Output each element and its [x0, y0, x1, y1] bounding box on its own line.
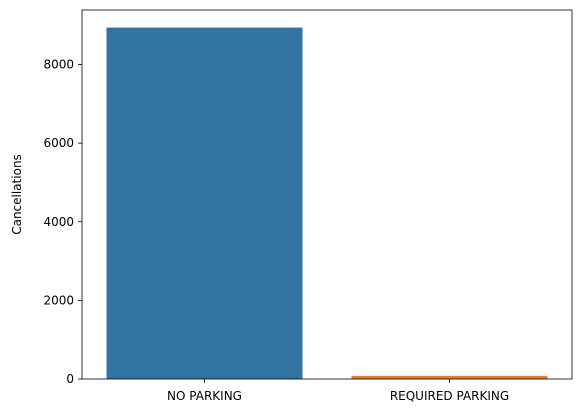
- plot-frame: [81, 9, 573, 380]
- bar-required-parking: [351, 375, 548, 379]
- x-tick-label: NO PARKING: [167, 389, 242, 403]
- y-tick-label: 6000: [43, 136, 74, 150]
- y-tick-label: 8000: [43, 58, 74, 72]
- y-tick-label: 0: [66, 372, 74, 386]
- y-tick-label: 4000: [43, 215, 74, 229]
- bars-layer: [106, 27, 548, 379]
- x-axis: NO PARKING REQUIRED PARKING: [167, 379, 509, 403]
- x-tick-label: REQUIRED PARKING: [390, 389, 509, 403]
- y-axis: 0 2000 4000 6000 8000: [43, 58, 82, 386]
- y-axis-label: Cancellations: [10, 154, 24, 235]
- bar-no-parking: [106, 27, 303, 379]
- y-tick-label: 2000: [43, 293, 74, 307]
